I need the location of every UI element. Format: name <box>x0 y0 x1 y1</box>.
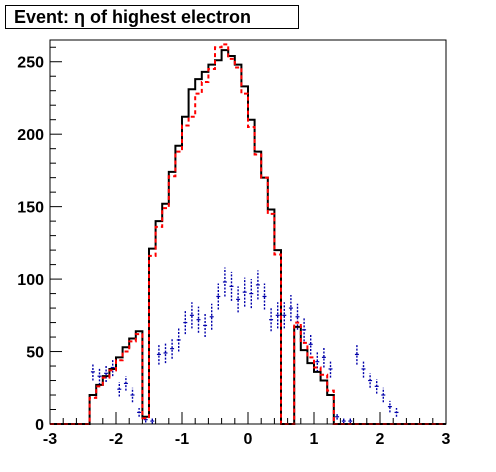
blue-point <box>110 358 115 377</box>
blue-point <box>275 302 280 329</box>
blue-point <box>150 418 155 424</box>
blue-point <box>368 373 373 388</box>
blue-point <box>315 351 320 372</box>
blue-point <box>156 344 161 365</box>
x-tick-label: -1 <box>175 431 189 448</box>
chart-title: Event: η of highest electron <box>5 5 299 29</box>
tick-labels: -3 -2 -1 0 1 2 3 0 50 100 150 200 250 <box>17 55 450 448</box>
blue-point <box>216 283 221 310</box>
blue-point <box>249 279 254 309</box>
blue-point <box>262 283 267 310</box>
blue-point <box>328 360 333 378</box>
blue-point <box>308 334 313 355</box>
x-tick-label: -2 <box>109 431 123 448</box>
blue-point <box>183 310 188 335</box>
blue-point <box>229 271 234 301</box>
y-tick-label: 50 <box>26 345 44 362</box>
blue-point <box>269 308 274 332</box>
blue-point <box>130 387 135 403</box>
blue-point <box>90 363 95 381</box>
blue-point <box>242 277 247 307</box>
blue-point <box>170 338 175 359</box>
y-tick-label: 200 <box>17 127 44 144</box>
blue-point <box>209 303 214 330</box>
blue-point <box>104 364 109 382</box>
blue-point <box>137 408 142 417</box>
plot-frame <box>49 39 447 425</box>
y-tick-label: 100 <box>17 272 44 289</box>
blue-point <box>255 270 260 300</box>
blue-point <box>302 318 307 342</box>
blue-point <box>163 342 168 364</box>
y-tick-label: 0 <box>35 417 44 434</box>
blue-point <box>176 328 181 352</box>
blue-point <box>288 295 293 322</box>
y-tick-label: 250 <box>17 55 44 72</box>
blue-point <box>97 367 102 385</box>
blue-point <box>381 387 386 403</box>
blue-point <box>123 376 128 391</box>
axis-ticks <box>49 46 447 425</box>
x-tick-label: -3 <box>43 431 57 448</box>
blue-point <box>394 408 399 417</box>
blue-point <box>282 302 287 329</box>
blue-point <box>387 400 392 413</box>
blue-point <box>236 286 241 313</box>
x-tick-label: 2 <box>376 431 385 448</box>
blue-point <box>117 381 122 397</box>
y-tick-label: 150 <box>17 200 44 217</box>
blue-point <box>374 379 379 394</box>
blue-point <box>222 267 227 297</box>
blue-point <box>203 313 208 338</box>
blue-point <box>189 302 194 329</box>
blue-point <box>321 347 326 368</box>
x-tick-label: 1 <box>310 431 319 448</box>
blue-point <box>295 303 300 330</box>
series-blue-error-bars <box>90 267 399 424</box>
x-tick-label: 3 <box>442 431 451 448</box>
x-tick-label: 0 <box>244 431 253 448</box>
blue-point <box>335 413 340 420</box>
blue-point <box>361 360 366 378</box>
blue-point <box>196 306 201 333</box>
blue-point <box>354 344 359 365</box>
